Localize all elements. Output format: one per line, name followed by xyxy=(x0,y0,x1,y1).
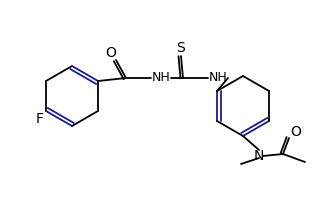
Text: O: O xyxy=(290,125,302,139)
Text: NH: NH xyxy=(209,71,227,84)
Text: N: N xyxy=(254,149,264,163)
Text: F: F xyxy=(36,112,44,126)
Text: O: O xyxy=(106,46,117,60)
Text: NH: NH xyxy=(152,71,171,84)
Text: S: S xyxy=(177,41,185,55)
